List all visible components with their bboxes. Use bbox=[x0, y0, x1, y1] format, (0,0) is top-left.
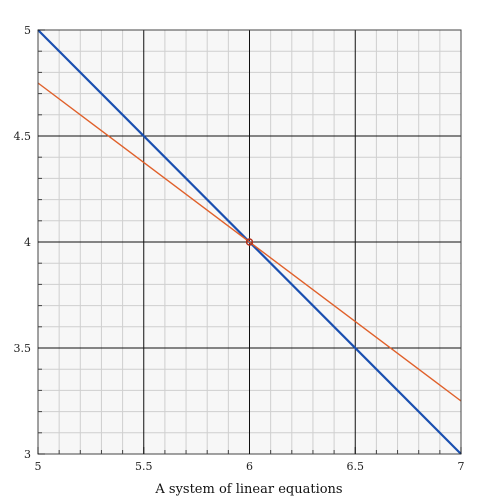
intersection-point bbox=[245, 238, 254, 246]
y-tick-label: 4.5 bbox=[14, 130, 32, 143]
x-tick-label: 5 bbox=[35, 460, 42, 473]
y-tick-labels: 3 3.5 4 4.5 5 bbox=[14, 24, 32, 461]
y-tick-label: 3.5 bbox=[14, 342, 32, 355]
y-tick-label: 5 bbox=[24, 24, 31, 37]
x-axis-caption: A system of linear equations bbox=[154, 482, 342, 497]
series-group bbox=[37, 29, 462, 455]
x-tick-label: 7 bbox=[458, 460, 465, 473]
x-tick-label: 5.5 bbox=[135, 460, 153, 473]
y-tick-label: 4 bbox=[24, 236, 31, 249]
axis-ticks bbox=[37, 29, 462, 455]
x-tick-labels: 5 5.5 6 6.5 7 bbox=[35, 460, 465, 473]
x-tick-label: 6 bbox=[246, 460, 253, 473]
x-tick-label: 6.5 bbox=[347, 460, 365, 473]
intersection-marker-group bbox=[245, 238, 254, 246]
series-line-2 bbox=[37, 82, 462, 402]
y-tick-label: 3 bbox=[24, 448, 31, 461]
